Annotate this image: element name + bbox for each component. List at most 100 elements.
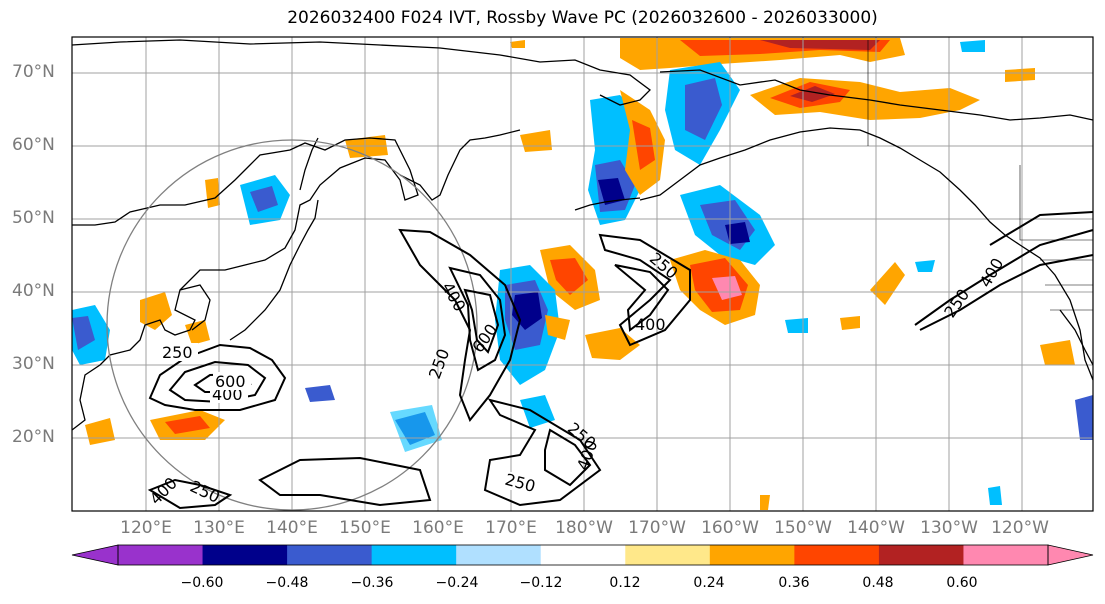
shade-warm-north-dark: [760, 40, 880, 50]
shade-cold-120w: [988, 486, 1002, 505]
shade-warm-korea: [140, 292, 172, 330]
colorbar-tick: −0.24: [435, 575, 479, 591]
contour-label: 400: [635, 315, 666, 334]
shade-cold-bering-dark: [598, 178, 625, 205]
lon-label-180w: 180°W: [555, 518, 613, 538]
lon-label-130e: 130°E: [193, 518, 245, 538]
shade-warm-top-far-right: [1005, 68, 1035, 82]
colorbar-bin: [625, 545, 711, 565]
shade-cold-130w: [915, 260, 935, 272]
contour-170e-600: [463, 288, 500, 354]
map-frame: [71, 36, 1094, 512]
shade-warm-sw-us: [1040, 340, 1075, 365]
lon-label-170e: 170°E: [485, 518, 537, 538]
coast-japan: [229, 199, 319, 341]
contour-175e-low: [483, 398, 602, 507]
contour-130w-250b: [989, 211, 1094, 246]
contour-160w-250: [598, 233, 691, 347]
coast-pnw: [1059, 309, 1094, 366]
colorbar-tick: −0.60: [180, 575, 224, 591]
shade-cold-top-right: [960, 40, 985, 52]
colorbar-tick: −0.12: [519, 575, 563, 591]
lon-label-160e: 160°E: [412, 518, 464, 538]
colorbar-bin: [371, 545, 457, 565]
colorbar-bin: [456, 545, 542, 565]
lon-label-140e: 140°E: [266, 518, 318, 538]
colorbar-bin: [202, 545, 288, 565]
shade-warm-ne-dark: [790, 86, 835, 102]
colorbar: [71, 544, 1094, 566]
graticule: [72, 37, 1093, 511]
shade-warm-175w-core: [550, 258, 588, 295]
coast-alaska-south: [639, 127, 1094, 381]
coast-alaska: [659, 69, 1094, 121]
colorbar-tick: −0.36: [350, 575, 394, 591]
colorbar-bin: [118, 545, 204, 565]
colorbar-extend-low-tip: [71, 544, 119, 566]
shade-cold-pnw: [1075, 395, 1093, 440]
colorbar-tick: −0.48: [265, 575, 309, 591]
colorbar-tick: 0.12: [609, 575, 641, 591]
contour-130w-250: [914, 229, 1094, 326]
colorbar-extend-high: [1047, 544, 1094, 566]
contour-label: 600: [215, 372, 246, 391]
contour-160w-400: [614, 264, 670, 332]
colorbar-bin: [794, 545, 880, 565]
contour-label: 250: [162, 343, 193, 362]
colorbar-frame: [117, 544, 1049, 566]
contour-170e-250: [398, 228, 522, 422]
coast-siberia-north: [71, 39, 651, 106]
lat-label-20n: 20°N: [12, 427, 55, 447]
lon-label-150e: 150°E: [339, 518, 391, 538]
shade-cold-west-core: [72, 316, 95, 350]
colorbar-bin: [287, 545, 373, 565]
contour-175e-400: [544, 428, 592, 487]
shade-warm-south-core: [165, 416, 210, 434]
lon-label-120w: 120°W: [991, 518, 1049, 538]
shade-cold-150e-outer: [390, 405, 442, 452]
shade-warm-155w: [760, 495, 770, 510]
shade-cold-155w: [785, 318, 808, 333]
lon-label-160w: 160°W: [701, 518, 759, 538]
lat-label-70n: 70°N: [12, 62, 55, 82]
coast-kamchatka: [399, 129, 521, 201]
shade-warm-160w-pink: [712, 276, 742, 300]
coast-aleutian: [574, 197, 641, 211]
lon-label-140w: 140°W: [847, 518, 905, 538]
contour-130w-400: [919, 254, 1094, 331]
colorbar-bin: [540, 545, 626, 565]
lat-label-40n: 40°N: [12, 281, 55, 301]
contour-150e-low: [258, 456, 432, 507]
colorbar-tick: 0.36: [778, 575, 810, 591]
colorbar-tick: 0.24: [693, 575, 725, 591]
wave-region-circle: [106, 139, 478, 511]
lon-label-170w: 170°W: [628, 518, 686, 538]
shade-cold-140e: [305, 385, 335, 402]
lat-label-60n: 60°N: [12, 135, 55, 155]
colorbar-bin: [963, 545, 1049, 565]
chart-title: 2026032400 F024 IVT, Rossby Wave PC (202…: [287, 8, 878, 28]
shade-warm-170e-low: [545, 315, 570, 340]
colorbar-tick: 0.48: [862, 575, 894, 591]
lat-label-30n: 30°N: [12, 354, 55, 374]
shade-warm-172w-core: [632, 120, 655, 170]
contour-170e-400: [448, 266, 507, 372]
contour-japan-400: [168, 360, 267, 404]
coast-sakhalin: [299, 137, 319, 191]
shade-warm-150w-low: [840, 316, 860, 330]
lon-label-130w: 130°W: [920, 518, 978, 538]
shade-warm-163e: [510, 40, 525, 48]
lon-label-120e: 120°E: [120, 518, 172, 538]
shade-warm-130e-top: [205, 178, 220, 208]
shade-warm-150w: [870, 262, 905, 305]
lon-label-150w: 150°W: [774, 518, 832, 538]
coast-korea: [179, 284, 211, 331]
colorbar-bin: [709, 545, 795, 565]
coast-asia: [71, 137, 419, 431]
colorbar-bin: [878, 545, 964, 565]
shade-cold-japan-sea-core: [250, 186, 278, 212]
contour-130e-low: [147, 478, 233, 510]
ivt-shading: [72, 38, 1093, 510]
colorbar-tick: 0.60: [946, 575, 978, 591]
